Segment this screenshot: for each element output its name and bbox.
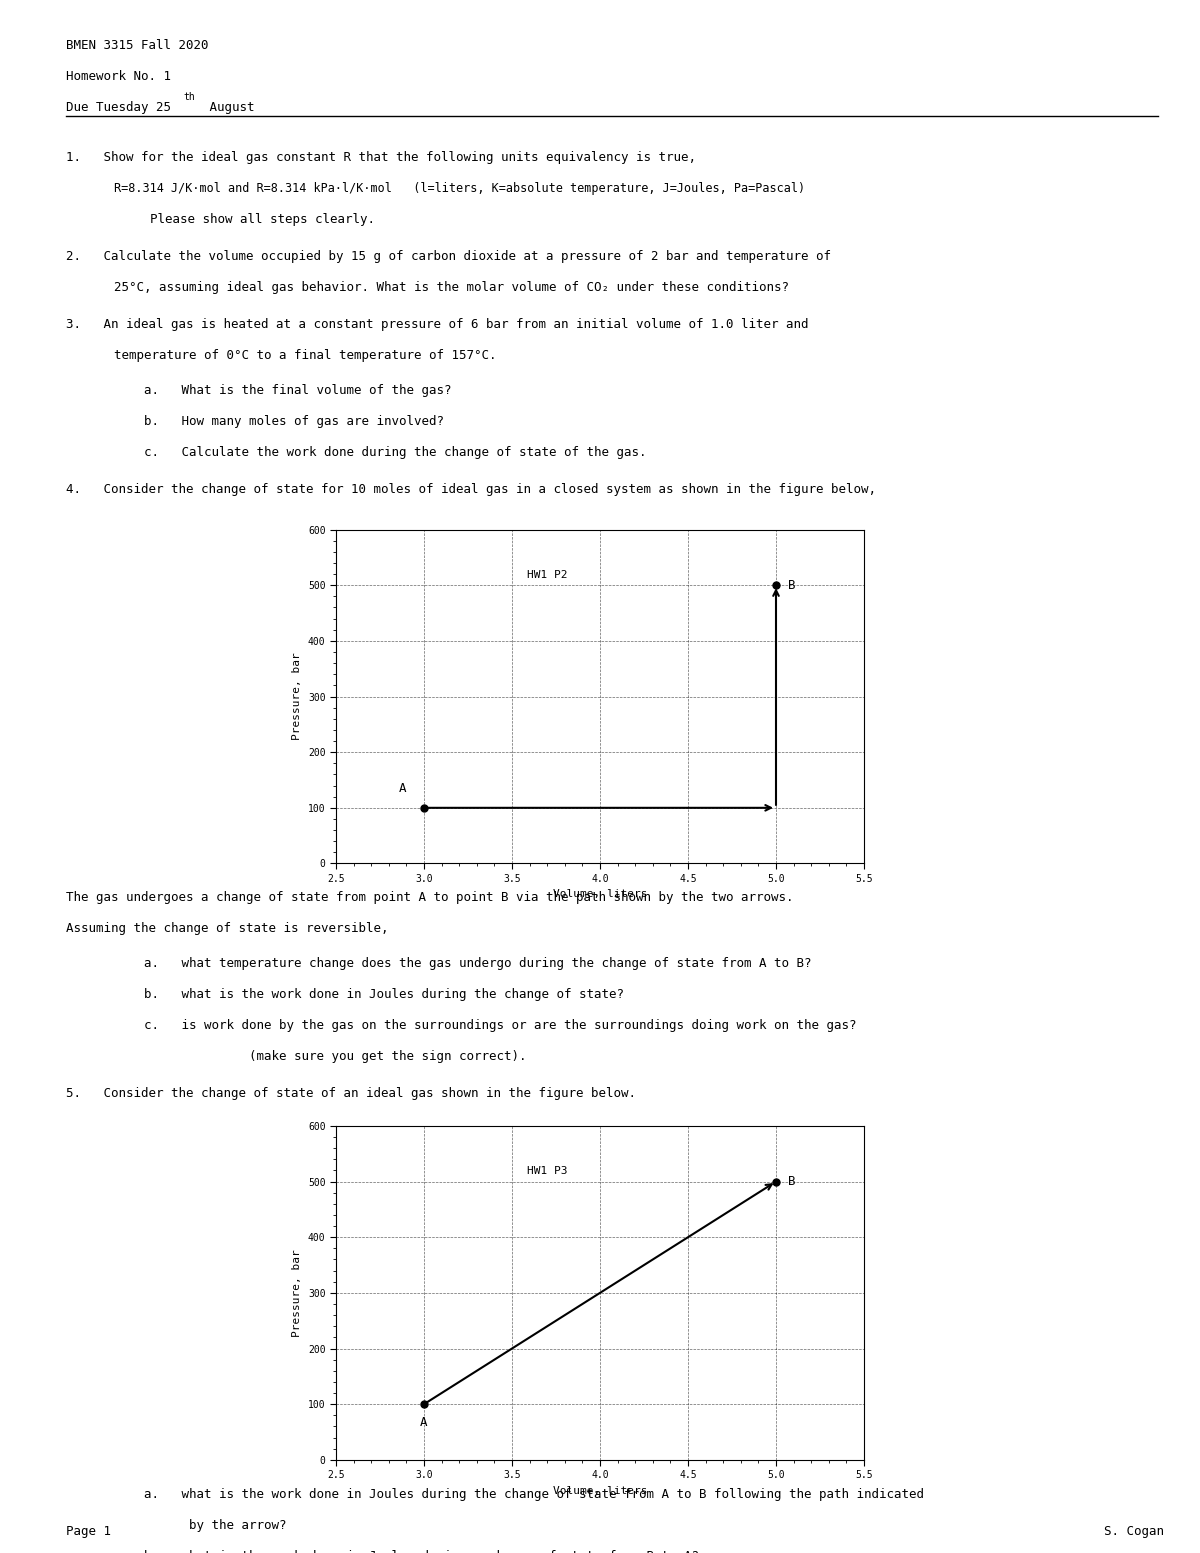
Text: Due Tuesday 25: Due Tuesday 25 [66,101,172,113]
Text: August: August [202,101,254,113]
Text: 5.   Consider the change of state of an ideal gas shown in the figure below.: 5. Consider the change of state of an id… [66,1087,636,1100]
Text: b.   How many moles of gas are involved?: b. How many moles of gas are involved? [144,415,444,427]
Text: S. Cogan: S. Cogan [1104,1525,1164,1537]
Text: A: A [420,1416,427,1429]
Text: b.   what is the work done in Joules during the change of state?: b. what is the work done in Joules durin… [144,988,624,1000]
Y-axis label: Pressure, bar: Pressure, bar [293,1249,302,1337]
Text: a.   what temperature change does the gas undergo during the change of state fro: a. what temperature change does the gas … [144,957,811,969]
Text: 4.   Consider the change of state for 10 moles of ideal gas in a closed system a: 4. Consider the change of state for 10 m… [66,483,876,495]
Text: R=8.314 J/K·mol and R=8.314 kPa·l/K·mol   (l=liters, K=absolute temperature, J=J: R=8.314 J/K·mol and R=8.314 kPa·l/K·mol … [114,182,805,194]
Text: 1.   Show for the ideal gas constant R that the following units equivalency is t: 1. Show for the ideal gas constant R tha… [66,151,696,163]
Y-axis label: Pressure, bar: Pressure, bar [293,652,302,741]
Text: a.   what is the work done in Joules during the change of state from A to B foll: a. what is the work done in Joules durin… [144,1488,924,1500]
Text: B: B [788,1176,796,1188]
Text: BMEN 3315 Fall 2020: BMEN 3315 Fall 2020 [66,39,209,51]
Text: The gas undergoes a change of state from point A to point B via the path shown b: The gas undergoes a change of state from… [66,891,793,904]
Text: Please show all steps clearly.: Please show all steps clearly. [150,213,374,225]
Text: c.   is work done by the gas on the surroundings or are the surroundings doing w: c. is work done by the gas on the surrou… [144,1019,857,1031]
X-axis label: Volume, liters: Volume, liters [553,1486,647,1496]
Text: HW1 P2: HW1 P2 [527,570,568,579]
Text: by the arrow?: by the arrow? [144,1519,287,1531]
Text: a.   What is the final volume of the gas?: a. What is the final volume of the gas? [144,384,451,396]
Text: Assuming the change of state is reversible,: Assuming the change of state is reversib… [66,922,389,935]
Text: A: A [400,783,407,795]
Text: c.   Calculate the work done during the change of state of the gas.: c. Calculate the work done during the ch… [144,446,647,458]
Text: HW1 P3: HW1 P3 [527,1166,568,1176]
Text: temperature of 0°C to a final temperature of 157°C.: temperature of 0°C to a final temperatur… [114,349,497,362]
Text: th: th [184,92,196,101]
Text: B: B [788,579,796,592]
X-axis label: Volume, liters: Volume, liters [553,890,647,899]
Text: b.   what is the work done in Joules during a change of state from B to A?: b. what is the work done in Joules durin… [144,1550,698,1553]
Text: (make sure you get the sign correct).: (make sure you get the sign correct). [144,1050,527,1062]
Text: 3.   An ideal gas is heated at a constant pressure of 6 bar from an initial volu: 3. An ideal gas is heated at a constant … [66,318,809,331]
Text: Homework No. 1: Homework No. 1 [66,70,172,82]
Text: 2.   Calculate the volume occupied by 15 g of carbon dioxide at a pressure of 2 : 2. Calculate the volume occupied by 15 g… [66,250,830,262]
Text: 25°C, assuming ideal gas behavior. What is the molar volume of CO₂ under these c: 25°C, assuming ideal gas behavior. What … [114,281,790,294]
Text: Page 1: Page 1 [66,1525,112,1537]
